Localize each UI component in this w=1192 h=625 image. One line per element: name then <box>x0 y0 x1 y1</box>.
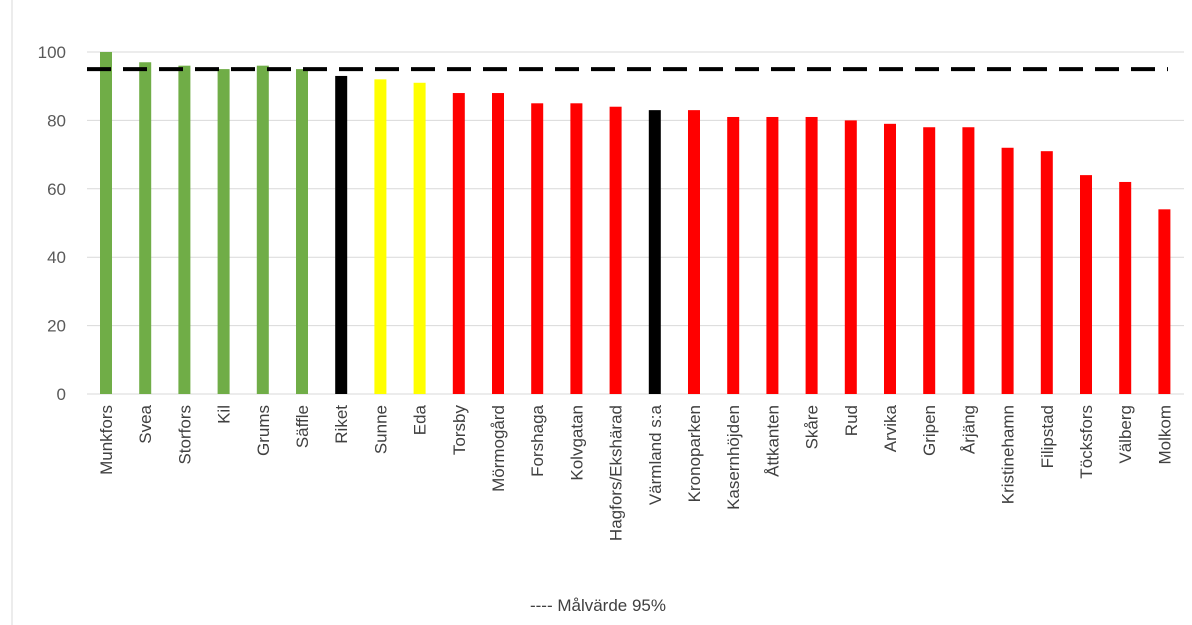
x-tick-label: Gripen <box>920 405 939 456</box>
x-tick-label: Kristinehamn <box>999 405 1018 504</box>
bar-arvika <box>884 123 896 394</box>
x-tick-label: Kronoparken <box>685 405 704 502</box>
x-tick-label: Munkfors <box>97 405 116 475</box>
gridlines <box>87 51 1184 395</box>
bar-storfors <box>178 65 191 395</box>
bar-kasernhöjden <box>727 116 740 394</box>
y-axis-tick-labels: 0 20 40 60 80 100 <box>38 43 66 404</box>
x-tick-label: Storfors <box>175 405 194 465</box>
bar-sunne <box>374 79 387 395</box>
x-tick-label: Torsby <box>450 405 469 456</box>
bar-grums <box>256 65 269 395</box>
bar-välberg <box>1119 181 1132 394</box>
bar-kronoparken <box>688 110 700 394</box>
bar-kristinehamn <box>1001 147 1014 394</box>
bar-eda <box>413 82 426 394</box>
bar-kil <box>217 69 230 394</box>
bar-hagfors-ekshärad <box>609 106 622 394</box>
bar-mörmogård <box>492 93 504 394</box>
bar-torsby <box>452 93 465 394</box>
y-tick-label: 60 <box>47 180 66 199</box>
x-tick-label: Årjäng <box>959 405 978 454</box>
bar-gripen <box>923 127 936 395</box>
x-tick-label: Töcksfors <box>1077 405 1096 479</box>
x-tick-label: Molkom <box>1155 405 1174 465</box>
x-tick-label: Kil <box>215 405 234 424</box>
bar-skåre <box>805 116 818 394</box>
x-tick-label: Arvika <box>881 404 900 452</box>
y-tick-label: 100 <box>38 43 66 62</box>
x-tick-label: Mörmogård <box>489 405 508 492</box>
bar-forshaga <box>531 103 544 395</box>
bar-molkom <box>1158 209 1171 394</box>
bar-riket <box>335 75 348 394</box>
x-tick-label: Forshaga <box>528 404 547 476</box>
x-tick-label: Kasernhöjden <box>724 405 743 510</box>
bar-munkfors <box>100 52 112 394</box>
x-tick-label: Sunne <box>371 405 390 454</box>
bar-värmland-s-a <box>648 110 661 394</box>
legend-target-label: ---- Målvärde 95% <box>530 596 666 615</box>
bar-töcksfors <box>1080 175 1092 394</box>
y-tick-label: 80 <box>47 111 66 130</box>
bar-svea <box>139 62 152 394</box>
bar-årjäng <box>962 127 975 395</box>
x-tick-label: Skåre <box>803 405 822 449</box>
bar-filipstad <box>1040 151 1053 394</box>
bar-åttkanten <box>766 116 779 394</box>
x-tick-label: Svea <box>136 404 155 443</box>
x-tick-label: Kolvgatan <box>567 405 586 481</box>
x-tick-label: Hagfors/Ekshärad <box>607 405 626 541</box>
x-tick-label: Filipstad <box>1038 405 1057 468</box>
bar-rud <box>844 120 857 395</box>
bar-kolvgatan <box>570 103 583 395</box>
y-tick-label: 20 <box>47 317 66 336</box>
x-tick-label: Rud <box>842 405 861 436</box>
x-tick-label: Säffle <box>293 405 312 448</box>
x-tick-label: Riket <box>332 405 351 444</box>
y-tick-label: 0 <box>57 385 66 404</box>
bars <box>100 52 1171 395</box>
x-tick-label: Grums <box>254 405 273 456</box>
x-tick-label: Välberg <box>1116 405 1135 464</box>
x-tick-label: Värmland s:a <box>646 404 665 505</box>
x-axis-tick-labels: Munkfors Svea Storfors Kil Grums Säffle Riket S… <box>97 404 1174 541</box>
y-tick-label: 40 <box>47 248 66 267</box>
x-tick-label: Åttkanten <box>763 405 782 477</box>
x-tick-label: Eda <box>411 404 430 435</box>
bar-säffle <box>296 69 308 394</box>
